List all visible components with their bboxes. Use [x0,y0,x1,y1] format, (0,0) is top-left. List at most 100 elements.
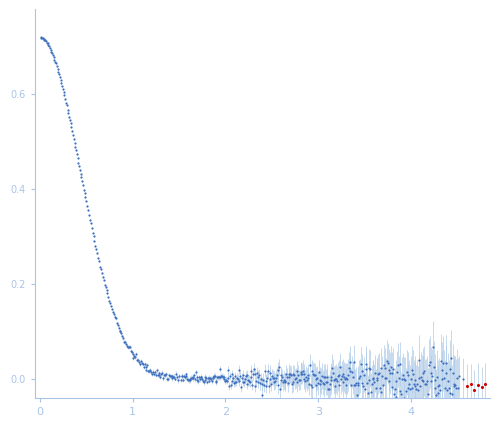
Point [378,364,386,371]
Point [341,375,349,382]
Point [316,376,324,383]
Point [204,374,212,381]
Point [414,387,422,394]
Point [442,370,450,377]
Point [470,386,478,393]
Point [74,159,82,166]
Point [320,381,328,388]
Point [142,366,150,373]
Point [210,372,218,379]
Point [416,382,424,389]
Point [354,381,362,388]
Point [357,360,365,367]
Point [459,376,467,383]
Point [400,375,407,382]
Point [168,373,175,380]
Point [342,381,350,388]
Point [198,375,206,382]
Point [118,332,126,339]
Point [88,229,96,236]
Point [45,43,53,50]
Point [194,378,202,385]
Point [222,376,230,383]
Point [90,238,98,245]
Point [56,77,64,84]
Point [272,371,280,378]
Point [123,343,131,350]
Point [220,373,228,380]
Point [60,91,68,98]
Point [62,99,70,106]
Point [237,384,245,391]
Point [478,384,486,391]
Point [256,371,264,378]
Point [386,370,394,377]
Point [128,350,136,357]
Point [330,376,338,383]
Point [416,375,424,382]
Point [388,369,396,376]
Point [228,377,235,384]
Point [376,388,384,395]
Point [338,372,345,379]
Point [342,375,349,382]
Point [161,372,169,379]
Point [133,357,141,364]
Point [54,69,62,76]
Point [164,375,172,382]
Point [190,372,198,379]
Point [60,89,68,96]
Point [383,357,391,364]
Point [302,377,310,384]
Point [304,375,312,382]
Point [92,242,100,249]
Point [144,368,152,375]
Point [180,372,188,379]
Point [232,372,239,379]
Point [306,362,314,369]
Point [412,376,420,383]
Point [82,197,90,204]
Point [144,361,152,368]
Point [344,375,351,382]
Point [138,360,146,367]
Point [90,233,98,240]
Point [97,265,105,272]
Point [116,327,124,334]
Point [138,360,146,367]
Point [294,379,302,386]
Point [316,381,324,388]
Point [98,270,106,277]
Point [446,390,454,397]
Point [350,358,358,365]
Point [408,366,416,373]
Point [324,374,332,381]
Point [78,174,86,181]
Point [482,381,490,388]
Point [288,378,296,385]
Point [59,86,67,93]
Point [290,371,298,378]
Point [312,381,320,388]
Point [367,388,375,395]
Point [348,381,356,388]
Point [272,375,280,382]
Point [110,310,118,317]
Point [68,128,76,135]
Point [348,368,356,375]
Point [375,369,383,376]
Point [418,376,426,383]
Point [302,373,310,380]
Point [202,373,209,380]
Point [295,376,303,383]
Point [414,356,422,363]
Point [328,373,336,380]
Point [58,79,66,86]
Point [364,364,372,371]
Point [218,373,226,380]
Point [424,390,432,397]
Point [287,371,295,378]
Point [70,140,78,147]
Point [434,390,442,397]
Point [188,373,196,380]
